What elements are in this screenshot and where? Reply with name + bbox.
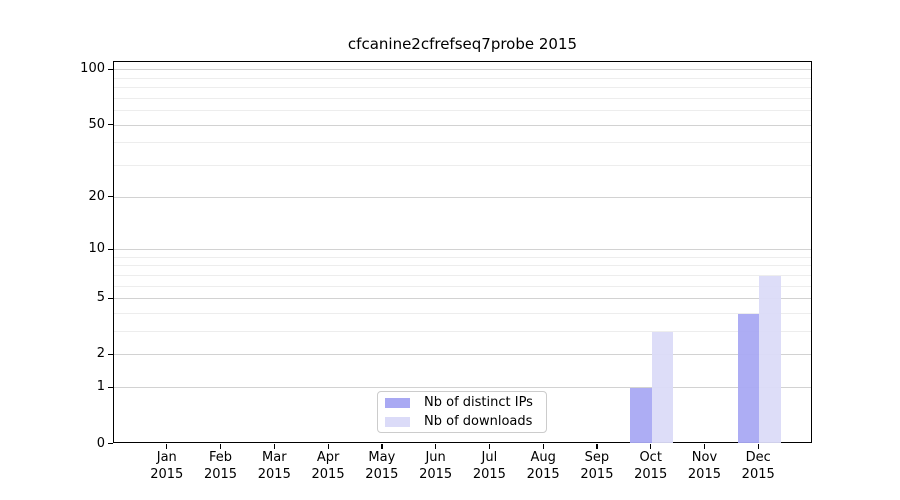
x-tick-label: Jul 2015 (457, 450, 521, 483)
x-tick-mark (435, 443, 437, 449)
x-tick-month: Dec (745, 450, 771, 465)
x-tick-year: 2015 (472, 466, 506, 482)
legend-swatch-downloads (385, 416, 410, 427)
y-gridline-major (114, 124, 811, 126)
x-tick-mark (488, 443, 491, 449)
y-tick-mark (108, 386, 113, 388)
x-tick-year: 2015 (365, 466, 399, 482)
y-gridline-major (114, 69, 811, 71)
y-tick-mark (108, 248, 113, 250)
x-tick-month: Apr (316, 450, 340, 465)
x-tick-year: 2015 (203, 466, 238, 482)
y-tick-mark (108, 124, 113, 126)
x-tick-mark (381, 443, 383, 449)
x-tick-month: Aug (530, 450, 556, 465)
x-tick-mark (220, 443, 222, 449)
x-tick-mark (542, 443, 544, 449)
x-tick-year: 2015 (150, 466, 184, 482)
x-tick-month: Jul (481, 450, 498, 465)
x-tick-year: 2015 (580, 466, 614, 482)
y-gridline-minor (114, 313, 811, 314)
x-tick-month: May (368, 450, 396, 465)
x-tick-label: Jan 2015 (135, 450, 199, 483)
x-tick-label: Nov 2015 (672, 450, 736, 483)
x-tick-year: 2015 (687, 466, 721, 482)
y-tick-label: 0 (96, 435, 105, 451)
y-gridline-minor (114, 87, 811, 89)
legend-item-downloads: Nb of downloads (385, 414, 546, 430)
y-gridline-major (114, 387, 811, 389)
x-tick-label: Jun 2015 (404, 450, 468, 483)
x-tick-year: 2015 (311, 466, 345, 482)
y-tick-label: 50 (88, 116, 105, 132)
y-gridline-minor (114, 142, 811, 144)
legend-label-downloads: Nb of downloads (424, 413, 533, 429)
x-tick-month: Feb (209, 450, 233, 465)
bar-downloads-dec (759, 275, 781, 443)
y-tick-mark (108, 443, 113, 445)
x-tick-mark (650, 443, 652, 449)
x-tick-month: Nov (691, 450, 718, 465)
x-tick-label: Sep 2015 (565, 450, 629, 483)
y-tick-label: 100 (80, 61, 105, 77)
x-tick-year: 2015 (526, 466, 560, 482)
x-tick-month: Jan (156, 450, 177, 465)
x-tick-year: 2015 (257, 466, 291, 482)
y-tick-label: 10 (88, 241, 105, 257)
x-tick-mark (703, 443, 706, 449)
y-gridline-minor (114, 77, 811, 79)
x-tick-label: Oct 2015 (619, 450, 683, 483)
x-tick-month: Jun (425, 450, 446, 465)
chart-title: cfcanine2cfrefseq7probe 2015 (347, 35, 578, 53)
y-gridline-minor (114, 274, 811, 276)
bar-downloads-oct (651, 332, 674, 443)
y-tick-mark (108, 68, 113, 70)
x-tick-label: Mar 2015 (242, 450, 306, 483)
x-tick-label: May 2015 (350, 450, 414, 483)
legend-label-distinct-ips: Nb of distinct IPs (424, 394, 533, 410)
y-gridline-minor (114, 110, 811, 112)
y-gridline-minor (114, 285, 811, 287)
y-tick-mark (108, 353, 113, 356)
y-tick-label: 2 (96, 346, 105, 362)
x-tick-label: Apr 2015 (296, 450, 360, 483)
bar-distinct-ips-dec (737, 314, 760, 443)
x-tick-mark (757, 443, 759, 449)
x-tick-mark (596, 443, 598, 449)
y-tick-label: 1 (96, 379, 105, 395)
x-tick-month: Oct (639, 450, 662, 465)
x-tick-year: 2015 (419, 466, 453, 482)
y-tick-mark (108, 297, 113, 299)
x-tick-label: Feb 2015 (189, 450, 253, 483)
x-tick-year: 2015 (741, 466, 775, 482)
x-tick-mark (327, 443, 329, 449)
y-gridline-major (114, 298, 811, 300)
legend-item-distinct-ips: Nb of distinct IPs (385, 395, 546, 411)
y-tick-label: 20 (88, 188, 105, 204)
y-tick-mark (108, 196, 113, 198)
y-gridline-minor (114, 256, 811, 258)
legend-box: Nb of distinct IPs Nb of downloads (377, 391, 547, 433)
y-gridline-minor (114, 331, 811, 333)
y-gridline-major (114, 249, 811, 251)
plot-area (113, 61, 812, 443)
x-tick-month: Sep (584, 450, 610, 465)
legend-swatch-distinct-ips (385, 397, 410, 408)
x-tick-mark (273, 443, 275, 449)
y-gridline-minor (114, 97, 811, 99)
y-gridline-minor (114, 165, 811, 167)
y-gridline-major (114, 196, 811, 198)
x-tick-mark (166, 443, 168, 449)
y-tick-label: 5 (96, 290, 105, 306)
y-gridline-minor (114, 265, 811, 267)
x-tick-month: Mar (262, 450, 287, 465)
x-tick-year: 2015 (634, 466, 668, 482)
x-tick-label: Aug 2015 (511, 450, 575, 483)
y-gridline-major (114, 354, 811, 356)
bar-distinct-ips-oct (630, 388, 652, 443)
x-tick-label: Dec 2015 (726, 450, 790, 483)
